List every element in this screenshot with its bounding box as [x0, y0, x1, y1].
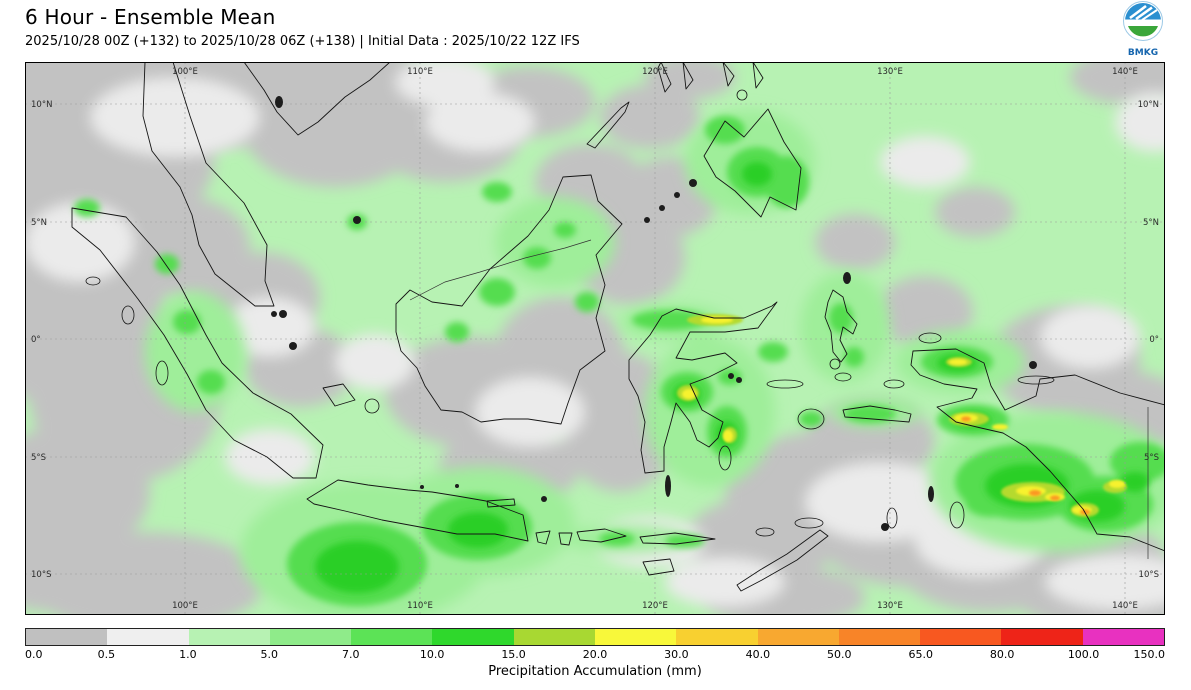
- coastline-java: [306, 479, 529, 542]
- small-islands: [85, 89, 1055, 537]
- colorbar-segment: [838, 629, 921, 645]
- coastline-madura: [486, 498, 516, 508]
- lon-label-bottom-120e: 120°E: [642, 601, 668, 611]
- colorbar-tick: 65.0: [908, 648, 933, 661]
- colorbar-segment: [1001, 629, 1083, 645]
- lat-label-left-10n: 10°N: [31, 100, 52, 110]
- coastline-visayas-2: [682, 62, 694, 90]
- political-borders: [409, 239, 1149, 559]
- colorbar-bar: [25, 628, 1165, 646]
- lat-label-right-10n: 10°N: [1138, 100, 1159, 110]
- coastline-sulawesi: [628, 301, 778, 474]
- colorbar-tick: 0.5: [97, 648, 116, 661]
- colorbar-ticks: 0.0 0.5 1.0 5.0 7.0 10.0 15.0 20.0 30.0 40.0 50.0 6…: [25, 648, 1165, 662]
- colorbar-tick: 15.0: [501, 648, 526, 661]
- lon-label-bottom-140e: 140°E: [1112, 601, 1138, 611]
- colorbar-segment: [920, 629, 1002, 645]
- coastline-lombok: [558, 532, 573, 546]
- coastline-visayas-3: [722, 62, 735, 87]
- lat-label-left-0: 0°: [31, 335, 41, 345]
- coastline-leyte: [752, 62, 764, 89]
- colorbar-tick: 50.0: [827, 648, 852, 661]
- lon-label-top-130e: 130°E: [877, 67, 903, 77]
- lat-label-right-0: 0°: [1149, 335, 1159, 345]
- coastlines: [71, 62, 1165, 592]
- axis-labels: 100°E 110°E 120°E 130°E 140°E 100°E 110°…: [31, 67, 1159, 611]
- coastline-mindanao: [703, 108, 802, 218]
- page-title: 6 Hour - Ensemble Mean: [25, 5, 276, 29]
- colorbar-segment: [432, 629, 514, 645]
- lon-label-top-140e: 140°E: [1112, 67, 1138, 77]
- colorbar-segment: [188, 629, 270, 645]
- coastline-halmahera: [824, 289, 858, 363]
- lat-label-left-5s: 5°S: [31, 453, 46, 463]
- colorbar-segment: [269, 629, 352, 645]
- colorbar-segment: [513, 629, 595, 645]
- precipitation-map: 100°E 110°E 120°E 130°E 140°E 100°E 110°…: [25, 62, 1165, 615]
- coastline-visayas-1: [657, 62, 672, 93]
- colorbar-tick: 10.0: [419, 648, 445, 661]
- colorbar-segment: [26, 629, 108, 645]
- graticule: [25, 62, 1165, 615]
- colorbar-segment: [594, 629, 677, 645]
- bmkg-logo: BMKG: [1119, 0, 1167, 58]
- colorbar-segment: [351, 629, 433, 645]
- lat-label-right-10s: 10°S: [1139, 570, 1159, 580]
- lat-label-left-5n: 5°N: [31, 218, 47, 228]
- colorbar-segment: [107, 629, 189, 645]
- colorbar-tick: 1.0: [179, 648, 197, 661]
- colorbar-tick: 20.0: [582, 648, 608, 661]
- coastline-seram: [842, 405, 912, 423]
- coastline-malay-peninsula: [142, 62, 275, 307]
- lon-label-top-120e: 120°E: [642, 67, 668, 77]
- colorbar-tick: 80.0: [989, 648, 1015, 661]
- colorbar-segment: [676, 629, 758, 645]
- colorbar-label: Precipitation Accumulation (mm): [488, 664, 702, 679]
- forecast-period-subtitle: 2025/10/28 00Z (+132) to 2025/10/28 06Z …: [25, 34, 580, 49]
- coastline-sumba: [642, 558, 675, 576]
- colorbar-tick: 7.0: [341, 648, 360, 661]
- colorbar-segment: [757, 629, 839, 645]
- lon-label-top-100e: 100°E: [172, 67, 198, 77]
- lon-label-bottom-110e: 110°E: [407, 601, 433, 611]
- coastline-sumatra: [71, 207, 324, 479]
- lon-label-top-110e: 110°E: [407, 67, 433, 77]
- coastline-indochina: [243, 62, 391, 136]
- coastline-palawan: [586, 101, 630, 149]
- map-canvas: 100°E 110°E 120°E 130°E 140°E 100°E 110°…: [25, 62, 1165, 615]
- colorbar: 0.0 0.5 1.0 5.0 7.0 10.0 15.0 20.0 30.0 40.0 50.0 6…: [25, 628, 1165, 679]
- bmkg-logo-text: BMKG: [1128, 48, 1158, 58]
- lat-label-right-5s: 5°S: [1144, 453, 1159, 463]
- colorbar-tick: 40.0: [745, 648, 771, 661]
- lat-label-left-10s: 10°S: [31, 570, 51, 580]
- lat-label-right-5n: 5°N: [1143, 218, 1159, 228]
- coastline-papua: [910, 348, 1165, 552]
- coastline-sumbawa: [576, 528, 627, 543]
- coastline-borneo: [395, 174, 623, 425]
- coastline-bali: [535, 530, 551, 545]
- coastline-bangka: [322, 383, 356, 407]
- colorbar-tick: 150.0: [1133, 648, 1166, 661]
- colorbar-segment: [1082, 629, 1164, 645]
- colorbar-tick: 30.0: [664, 648, 689, 661]
- coastline-flores: [639, 532, 716, 545]
- colorbar-tick: 0.0: [25, 648, 43, 661]
- lon-label-bottom-130e: 130°E: [877, 601, 903, 611]
- lon-label-bottom-100e: 100°E: [172, 601, 198, 611]
- coastline-timor: [736, 529, 829, 592]
- colorbar-tick: 100.0: [1067, 648, 1100, 661]
- colorbar-tick: 5.0: [260, 648, 279, 661]
- bmkg-logo-icon: BMKG: [1123, 1, 1163, 58]
- map-frame: [25, 62, 1165, 615]
